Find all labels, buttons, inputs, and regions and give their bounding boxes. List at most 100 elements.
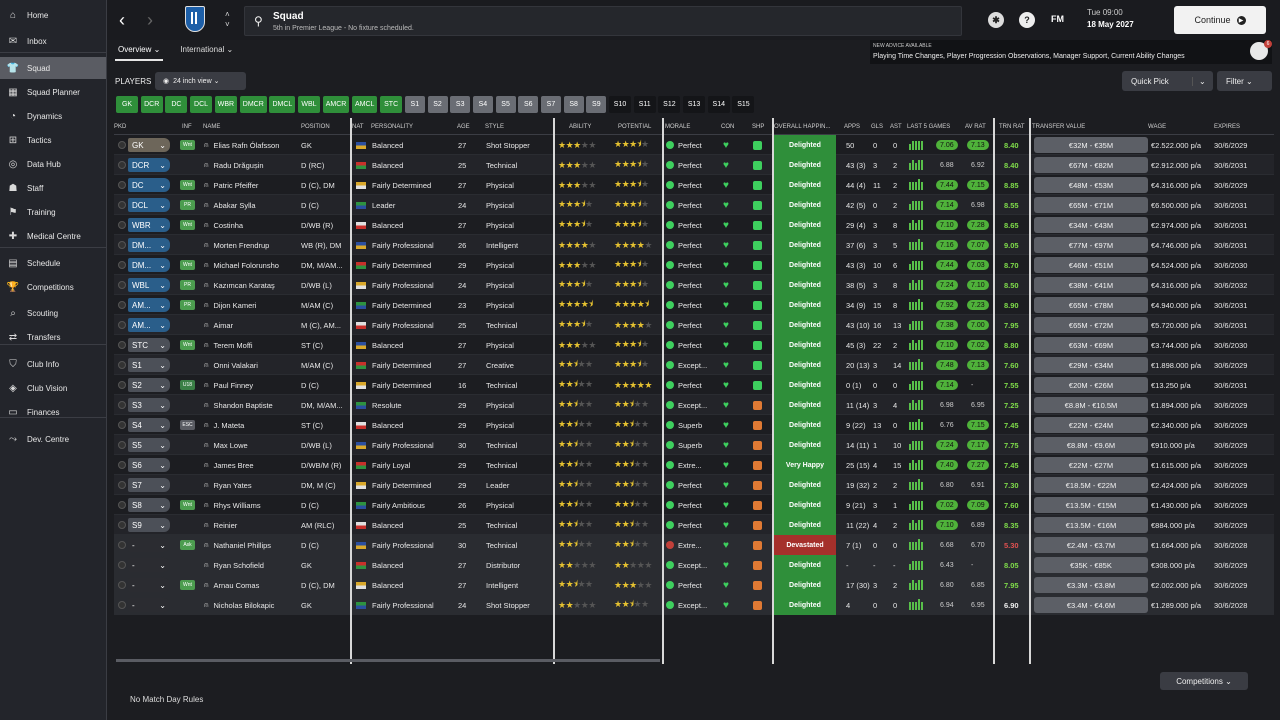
- column-header-pkd[interactable]: PKD: [114, 124, 127, 130]
- pick-position-select[interactable]: - ⌄: [128, 598, 170, 612]
- pick-position-select[interactable]: DM... ⌄: [128, 258, 170, 272]
- row-select-checkbox[interactable]: [118, 221, 126, 229]
- chevron-down-icon[interactable]: ⌄: [1192, 76, 1206, 86]
- transfer-value[interactable]: €8.8M - €10.5M: [1034, 397, 1148, 413]
- sidebar-item-scouting[interactable]: ⌕ Scouting: [0, 302, 106, 324]
- quick-pick-button[interactable]: Quick Pick ⌄: [1122, 71, 1213, 91]
- help-icon[interactable]: ?: [1019, 12, 1035, 28]
- sidebar-item-schedule[interactable]: ▤ Schedule: [0, 252, 106, 274]
- row-select-checkbox[interactable]: [118, 181, 126, 189]
- transfer-value[interactable]: €3.4M - €4.6M: [1034, 597, 1148, 613]
- row-select-checkbox[interactable]: [118, 201, 126, 209]
- transfer-value[interactable]: €18.5M - €22M: [1034, 477, 1148, 493]
- horizontal-scrollbar[interactable]: [116, 659, 660, 662]
- transfer-value[interactable]: €48M - €53M: [1034, 177, 1148, 193]
- row-select-checkbox[interactable]: [118, 141, 126, 149]
- sidebar-item-competitions[interactable]: 🏆 Competitions: [0, 276, 106, 298]
- position-chip[interactable]: AMCL: [352, 96, 378, 113]
- table-row[interactable]: S1 ⌄ ⍝ Onni Valakari M/AM (C) Fairly Determin…: [114, 355, 1274, 375]
- column-header-happiness[interactable]: OVERALL HAPPIN...: [774, 124, 831, 130]
- player-name[interactable]: Morten Frendrup: [213, 240, 270, 250]
- row-select-checkbox[interactable]: [118, 381, 126, 389]
- pick-position-select[interactable]: DCR ⌄: [128, 158, 170, 172]
- table-row[interactable]: S5 ⌄ ⍝ Max Lowe D/WB (L) Fairly Professional 3…: [114, 435, 1274, 455]
- forward-button[interactable]: ›: [147, 9, 153, 30]
- social-icon[interactable]: ✱: [988, 12, 1004, 28]
- column-header-personality[interactable]: PERSONALITY: [371, 124, 414, 130]
- transfer-value[interactable]: €46M - €51M: [1034, 257, 1148, 273]
- position-chip[interactable]: DMCL: [269, 96, 296, 113]
- tab-international[interactable]: International ⌄: [180, 45, 234, 54]
- pick-position-select[interactable]: S2 ⌄: [128, 378, 170, 392]
- continue-button[interactable]: Continue ▶: [1174, 6, 1266, 34]
- column-header-wage[interactable]: WAGE: [1148, 124, 1167, 130]
- column-header-style[interactable]: STYLE: [485, 124, 505, 130]
- transfer-value[interactable]: €20M - €26M: [1034, 377, 1148, 393]
- position-chip[interactable]: S5: [495, 96, 516, 113]
- transfer-value[interactable]: €63M - €69M: [1034, 337, 1148, 353]
- position-chip[interactable]: DCR: [140, 96, 163, 113]
- column-divider[interactable]: [350, 118, 352, 664]
- transfer-value[interactable]: €77M - €97M: [1034, 237, 1148, 253]
- player-name[interactable]: Terem Moffi: [213, 340, 253, 350]
- advice-banner[interactable]: NEW ADVICE AVAILABLE Playing Time Change…: [870, 40, 1272, 64]
- position-chip[interactable]: S2: [427, 96, 448, 113]
- position-chip[interactable]: WBR: [214, 96, 238, 113]
- position-chip[interactable]: S15: [732, 96, 755, 113]
- search-bar[interactable]: ⚲ Squad 5th in Premier League - No fixtu…: [244, 6, 962, 36]
- column-divider[interactable]: [1029, 118, 1031, 664]
- transfer-value[interactable]: €8.8M - €9.6M: [1034, 437, 1148, 453]
- competitions-button[interactable]: Competitions ⌄: [1160, 672, 1248, 690]
- transfer-value[interactable]: €65M - €72M: [1034, 317, 1148, 333]
- position-chip[interactable]: DCL: [190, 96, 213, 113]
- transfer-value[interactable]: €35K - €85K: [1034, 557, 1148, 573]
- pick-position-select[interactable]: - ⌄: [128, 538, 170, 552]
- column-header-gls[interactable]: GLS: [871, 124, 884, 130]
- player-name[interactable]: Dijon Kameri: [213, 300, 257, 310]
- position-chip[interactable]: S11: [633, 96, 656, 113]
- transfer-value[interactable]: €13.5M - €16M: [1034, 517, 1148, 533]
- table-row[interactable]: DCR ⌄ ⍝ Radu Drăgușin D (RC) Balanced 25 Techni…: [114, 155, 1274, 175]
- sidebar-item-club-info[interactable]: ⛉ Club Info: [0, 353, 106, 375]
- pick-position-select[interactable]: GK ⌄: [128, 138, 170, 152]
- transfer-value[interactable]: €38M - €41M: [1034, 277, 1148, 293]
- pick-position-select[interactable]: AM... ⌄: [128, 298, 170, 312]
- pick-position-select[interactable]: S9 ⌄: [128, 518, 170, 532]
- sidebar-item-finances[interactable]: ▭ Finances: [0, 401, 106, 423]
- position-chip[interactable]: DMCR: [239, 96, 267, 113]
- table-row[interactable]: S3 ⌄ ⍝ Shandon Baptiste DM, M/AM... Resolute 2…: [114, 395, 1274, 415]
- transfer-value[interactable]: €22M - €24M: [1034, 417, 1148, 433]
- column-divider[interactable]: [662, 118, 664, 664]
- table-row[interactable]: S8 ⌄ Wnt ⍝ Rhys Williams D (C) Fairly Ambitiou…: [114, 495, 1274, 515]
- position-chip[interactable]: DC: [165, 96, 188, 113]
- pick-position-select[interactable]: - ⌄: [128, 578, 170, 592]
- player-name[interactable]: Rhys Williams: [213, 500, 261, 510]
- row-select-checkbox[interactable]: [118, 441, 126, 449]
- pick-position-select[interactable]: DM... ⌄: [128, 238, 170, 252]
- position-chip[interactable]: S12: [658, 96, 681, 113]
- column-header-age[interactable]: AGE: [457, 124, 470, 130]
- pick-position-select[interactable]: S3 ⌄: [128, 398, 170, 412]
- player-name[interactable]: Kazımcan Karataş: [213, 280, 275, 290]
- column-header-ability[interactable]: ABILITY: [569, 124, 592, 130]
- player-name[interactable]: Abakar Sylla: [213, 200, 256, 210]
- row-select-checkbox[interactable]: [118, 281, 126, 289]
- player-name[interactable]: Ryan Yates: [213, 480, 252, 490]
- position-chip[interactable]: WBL: [298, 96, 320, 113]
- sidebar-item-club-vision[interactable]: ◈ Club Vision: [0, 377, 106, 399]
- pick-position-select[interactable]: - ⌄: [128, 558, 170, 572]
- pick-position-select[interactable]: S4 ⌄: [128, 418, 170, 432]
- player-name[interactable]: Max Lowe: [213, 440, 248, 450]
- position-chip[interactable]: S6: [518, 96, 539, 113]
- pick-position-select[interactable]: S1 ⌄: [128, 358, 170, 372]
- table-row[interactable]: AM... ⌄ PR ⍝ Dijon Kameri M/AM (C) Fairly Dete…: [114, 295, 1274, 315]
- table-row[interactable]: S6 ⌄ ⍝ James Bree D/WB/M (R) Fairly Loyal 29 Te…: [114, 455, 1274, 475]
- table-row[interactable]: DM... ⌄ Wnt ⍝ Michael Folorunsho DM, M/AM... F…: [114, 255, 1274, 275]
- row-select-checkbox[interactable]: [118, 501, 126, 509]
- column-header-apps[interactable]: APPS: [844, 124, 861, 130]
- player-name[interactable]: James Bree: [213, 460, 254, 470]
- row-select-checkbox[interactable]: [118, 481, 126, 489]
- player-name[interactable]: Costinha: [213, 220, 244, 230]
- pick-position-select[interactable]: DC ⌄: [128, 178, 170, 192]
- tab-overview[interactable]: Overview ⌄: [115, 44, 164, 61]
